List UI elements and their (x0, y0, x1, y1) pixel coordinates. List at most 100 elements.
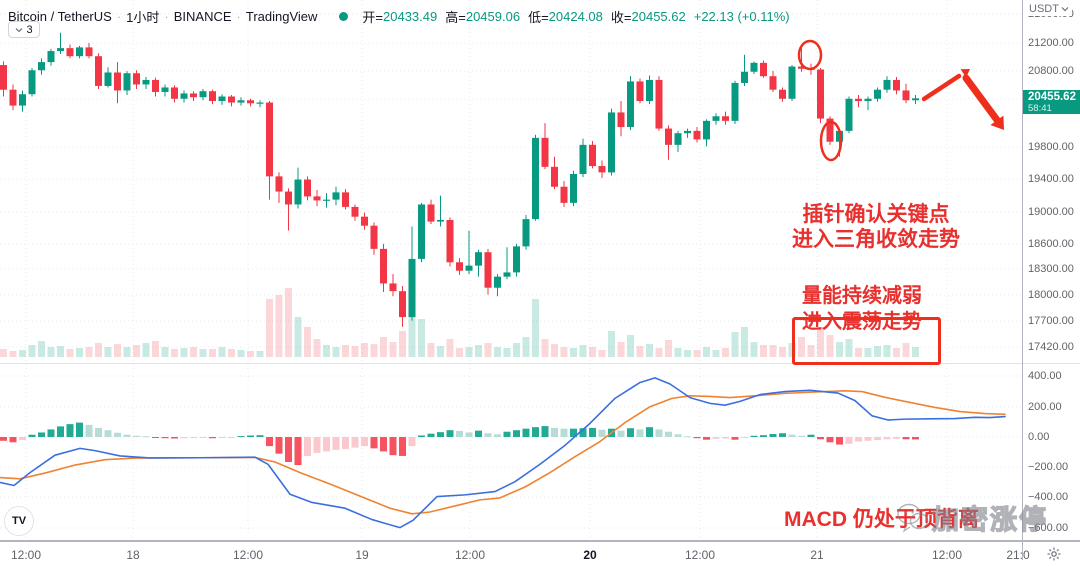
exchange-label[interactable]: BINANCE (173, 9, 232, 24)
volume-bar (522, 337, 530, 357)
time-axis-label: 12:00 (684, 548, 716, 562)
macd-axis-label: −200.00 (1028, 461, 1069, 473)
candle-up (76, 47, 83, 57)
annotation-ellipse[interactable] (797, 39, 823, 71)
platform-label[interactable]: TradingView (245, 9, 318, 24)
volume-bar (712, 350, 720, 357)
indicators-collapse-button[interactable]: 3 (8, 21, 40, 38)
macd-histogram-bar (617, 430, 625, 437)
volume-bar (893, 348, 900, 357)
macd-histogram-bar (209, 437, 216, 439)
candle-up (532, 137, 539, 220)
price-axis-label: 18600.00 (1028, 238, 1074, 250)
volume-bar (570, 348, 577, 357)
macd-histogram-bar (646, 427, 653, 437)
candle-up (104, 72, 112, 86)
macd-histogram-bar (342, 437, 349, 450)
candle-down (826, 118, 834, 142)
candle-down (209, 91, 216, 102)
annotation-pin-bar-note[interactable]: 插针确认关键点 进入三角收敛走势 (786, 202, 966, 252)
candle-up (750, 62, 758, 72)
candle-down (636, 81, 644, 102)
annotation-arrow[interactable] (921, 73, 962, 102)
macd-histogram-bar (247, 435, 254, 437)
macd-histogram-bar (541, 426, 549, 437)
candle-up (218, 96, 226, 102)
chevron-down-icon (1061, 7, 1069, 12)
volume-bar (237, 350, 245, 357)
tradingview-logo[interactable]: TV (4, 506, 34, 536)
candle-up (646, 79, 653, 102)
volume-bar (133, 345, 140, 357)
symbol-title[interactable]: Bitcoin / TetherUS (8, 9, 112, 24)
pane-divider[interactable] (0, 363, 1080, 364)
candle-down (95, 56, 102, 86)
candle-down (655, 79, 663, 129)
macd-axis-label: 400.00 (1028, 370, 1062, 382)
volume-bar (389, 342, 397, 357)
volume-bar (332, 347, 340, 357)
market-status-icon[interactable] (339, 12, 349, 21)
volume-highlight-rectangle[interactable] (792, 317, 941, 365)
macd-histogram-bar (589, 427, 596, 437)
volume-bar (285, 288, 292, 357)
volume-bar (655, 348, 663, 357)
candle-up (180, 93, 188, 99)
macd-histogram-bar (285, 437, 292, 462)
volume-bar (171, 349, 178, 357)
currency-label: USDT (1029, 3, 1059, 15)
annotation-volume-note[interactable]: 量能持续减弱 进入震荡走势 (792, 283, 932, 335)
annotation-line: 量能持续减弱 (802, 285, 922, 307)
candle-up (883, 79, 891, 90)
candle-up (845, 98, 853, 131)
volume-bar (123, 347, 131, 357)
volume-bar (304, 327, 311, 357)
volume-bar (912, 347, 919, 357)
gear-icon[interactable] (1046, 546, 1062, 562)
volume-bar (446, 339, 454, 357)
macd-axis-label: 200.00 (1028, 401, 1062, 413)
candle-down (313, 196, 321, 201)
macd-histogram-bar (171, 437, 178, 439)
candle-up (731, 82, 739, 121)
annotation-arrow[interactable] (962, 74, 1001, 124)
candle-down (893, 79, 900, 91)
separator: · (236, 9, 241, 24)
candle-up (684, 130, 691, 134)
currency-selector[interactable]: USDT (1026, 2, 1072, 16)
macd-histogram-bar (598, 429, 606, 437)
macd-histogram-bar (218, 437, 226, 438)
time-axis-label: 18 (126, 548, 140, 562)
candle-down (66, 48, 74, 57)
macd-histogram-bar (741, 437, 748, 438)
macd-histogram-bar (228, 437, 235, 438)
macd-histogram-bar (123, 434, 131, 437)
macd-histogram-bar (47, 429, 55, 437)
candle-down (722, 116, 729, 121)
volume-bar (28, 345, 36, 357)
time-axis-label: 12:00 (232, 548, 264, 562)
macd-histogram-bar (731, 437, 739, 440)
macd-histogram-bar (712, 437, 720, 439)
volume-bar (247, 351, 254, 357)
annotation-arrowhead[interactable] (990, 115, 1004, 130)
macd-histogram-bar (874, 437, 881, 441)
hidden-indicator-count: 3 (26, 23, 33, 36)
annotation-ellipse[interactable] (819, 120, 843, 162)
macd-histogram-bar (256, 435, 264, 437)
volume-bar (351, 346, 359, 357)
volume-bar (256, 351, 264, 357)
annotation-macd-note[interactable]: MACD 仍处于顶背离 (784, 503, 1044, 533)
annotation-line: 进入三角收敛走势 (792, 228, 960, 251)
macd-histogram-bar (912, 437, 919, 440)
volume-bar (731, 332, 739, 357)
candle-down (380, 248, 387, 284)
candle-down (190, 93, 197, 98)
macd-axis-label: −400.00 (1028, 491, 1069, 503)
macd-histogram-bar (703, 437, 710, 440)
candle-down (152, 79, 159, 92)
last-price-badge[interactable]: 20455.62 58:41 (1023, 90, 1080, 114)
interval-label[interactable]: 1小时 (126, 10, 160, 25)
annotation-arrowhead[interactable] (960, 69, 970, 78)
